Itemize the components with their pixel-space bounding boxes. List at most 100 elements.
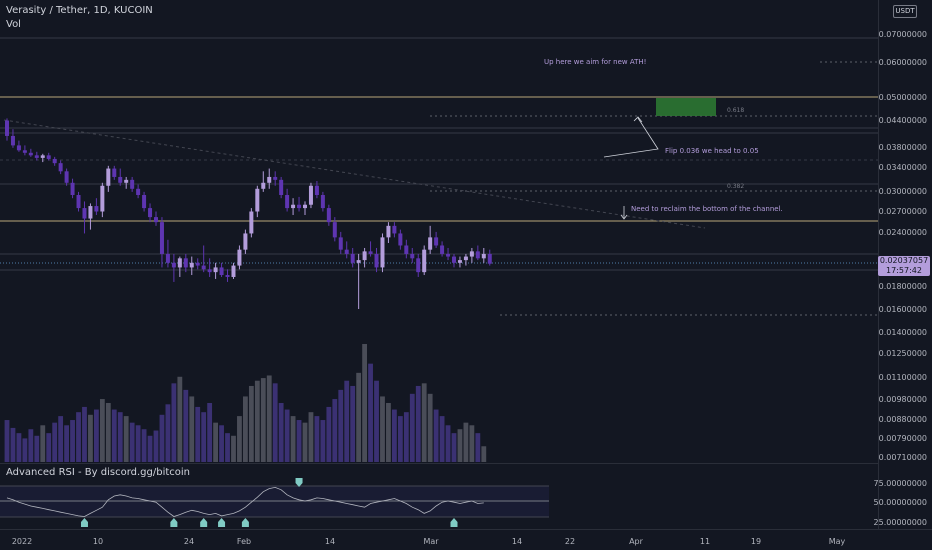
target-box[interactable] (656, 98, 716, 116)
candle[interactable] (338, 231, 343, 254)
candle[interactable] (159, 217, 164, 268)
candle[interactable] (374, 247, 379, 273)
candle[interactable] (70, 178, 75, 199)
candle[interactable] (440, 241, 445, 257)
price-axis[interactable]: 0.07000000 0.06000000 0.05000000 0.04400000… (879, 30, 927, 462)
candle[interactable] (446, 247, 451, 261)
candle[interactable] (207, 258, 212, 277)
candle[interactable] (481, 247, 486, 263)
candle[interactable] (273, 171, 278, 186)
candle[interactable] (386, 222, 391, 244)
candle[interactable] (16, 140, 21, 152)
candle[interactable] (368, 241, 373, 257)
candle[interactable] (261, 171, 266, 192)
candle[interactable] (213, 262, 218, 279)
candle[interactable] (332, 217, 337, 242)
candle[interactable] (392, 222, 397, 238)
candle[interactable] (58, 160, 63, 175)
candle[interactable] (5, 118, 9, 141)
currency-badge[interactable]: USDT (893, 5, 917, 18)
candle[interactable] (46, 152, 51, 161)
candle[interactable] (171, 253, 176, 282)
candle[interactable] (40, 153, 45, 163)
candle[interactable] (475, 245, 480, 261)
candle[interactable] (130, 176, 135, 192)
candle[interactable] (356, 253, 361, 309)
candle[interactable] (457, 256, 462, 268)
candle[interactable] (320, 191, 325, 212)
candle[interactable] (34, 151, 39, 161)
candle[interactable] (422, 245, 427, 276)
candle[interactable] (10, 129, 15, 148)
candle[interactable] (285, 188, 290, 212)
candle[interactable] (314, 181, 319, 199)
candle[interactable] (52, 156, 57, 166)
candle[interactable] (76, 191, 81, 212)
candle[interactable] (428, 225, 433, 254)
candle[interactable] (177, 256, 182, 277)
rsi-axis[interactable]: 75.00000000 50.00000000 25.00000000 (874, 479, 927, 527)
candle[interactable] (308, 182, 313, 209)
candle[interactable] (344, 241, 349, 259)
candle[interactable] (148, 203, 153, 223)
candle[interactable] (112, 165, 117, 180)
time-axis[interactable]: 2022 10 24 Feb 14 Mar 14 22 Apr 11 19 May (12, 537, 846, 546)
candle[interactable] (106, 165, 111, 192)
descending-trendline[interactable] (3, 119, 706, 229)
candle[interactable] (380, 233, 385, 273)
candle[interactable] (124, 176, 129, 189)
candle[interactable] (100, 182, 105, 218)
candle[interactable] (291, 198, 296, 215)
candle[interactable] (297, 196, 302, 212)
flip-note[interactable]: Flip 0.036 we head to 0.05 (665, 147, 759, 155)
candle[interactable] (487, 249, 492, 266)
symbol-title[interactable]: Verasity / Tether, 1D, KUCOIN (6, 5, 153, 16)
candle[interactable] (142, 191, 147, 212)
candle[interactable] (64, 168, 69, 186)
candle[interactable] (94, 198, 99, 215)
volume-label[interactable]: Vol (6, 19, 21, 30)
candle[interactable] (136, 184, 141, 199)
candle[interactable] (183, 253, 188, 273)
candle[interactable] (201, 245, 206, 273)
candle[interactable] (195, 258, 200, 270)
candle[interactable] (237, 245, 242, 270)
candle[interactable] (219, 262, 224, 277)
candle[interactable] (22, 145, 27, 156)
candle[interactable] (267, 168, 272, 189)
candle[interactable] (410, 247, 415, 263)
ath-note[interactable]: Up here we aim for new ATH! (544, 58, 646, 66)
candle[interactable] (452, 253, 456, 268)
rsi-indicator-label[interactable]: Advanced RSI - By discord.gg/bitcoin (6, 467, 190, 478)
candle[interactable] (231, 262, 236, 279)
candle[interactable] (434, 231, 439, 248)
candle[interactable] (249, 208, 254, 238)
candlesticks[interactable] (5, 118, 492, 309)
candle[interactable] (154, 211, 158, 226)
candle[interactable] (350, 247, 355, 268)
candle[interactable] (243, 229, 248, 254)
candle[interactable] (28, 148, 33, 157)
reclaim-note[interactable]: Need to reclaim the bottom of the channe… (631, 205, 783, 213)
candle-body (5, 120, 9, 136)
candle[interactable] (416, 253, 421, 277)
candle[interactable] (165, 239, 170, 268)
candle[interactable] (255, 185, 260, 218)
candle[interactable] (404, 239, 409, 259)
flip-arrow[interactable] (603, 117, 659, 158)
candle[interactable] (189, 256, 194, 276)
candle[interactable] (326, 204, 331, 226)
candle[interactable] (225, 269, 230, 282)
horizontal-levels[interactable] (0, 37, 878, 316)
candle[interactable] (398, 229, 403, 250)
candle[interactable] (303, 201, 307, 215)
candle[interactable] (118, 168, 123, 186)
candle[interactable] (463, 253, 468, 266)
candle[interactable] (82, 201, 87, 234)
candle[interactable] (88, 203, 93, 230)
candle[interactable] (279, 176, 284, 199)
candle[interactable] (362, 247, 367, 268)
annotation-arrows[interactable] (603, 116, 659, 220)
candle[interactable] (469, 247, 474, 263)
